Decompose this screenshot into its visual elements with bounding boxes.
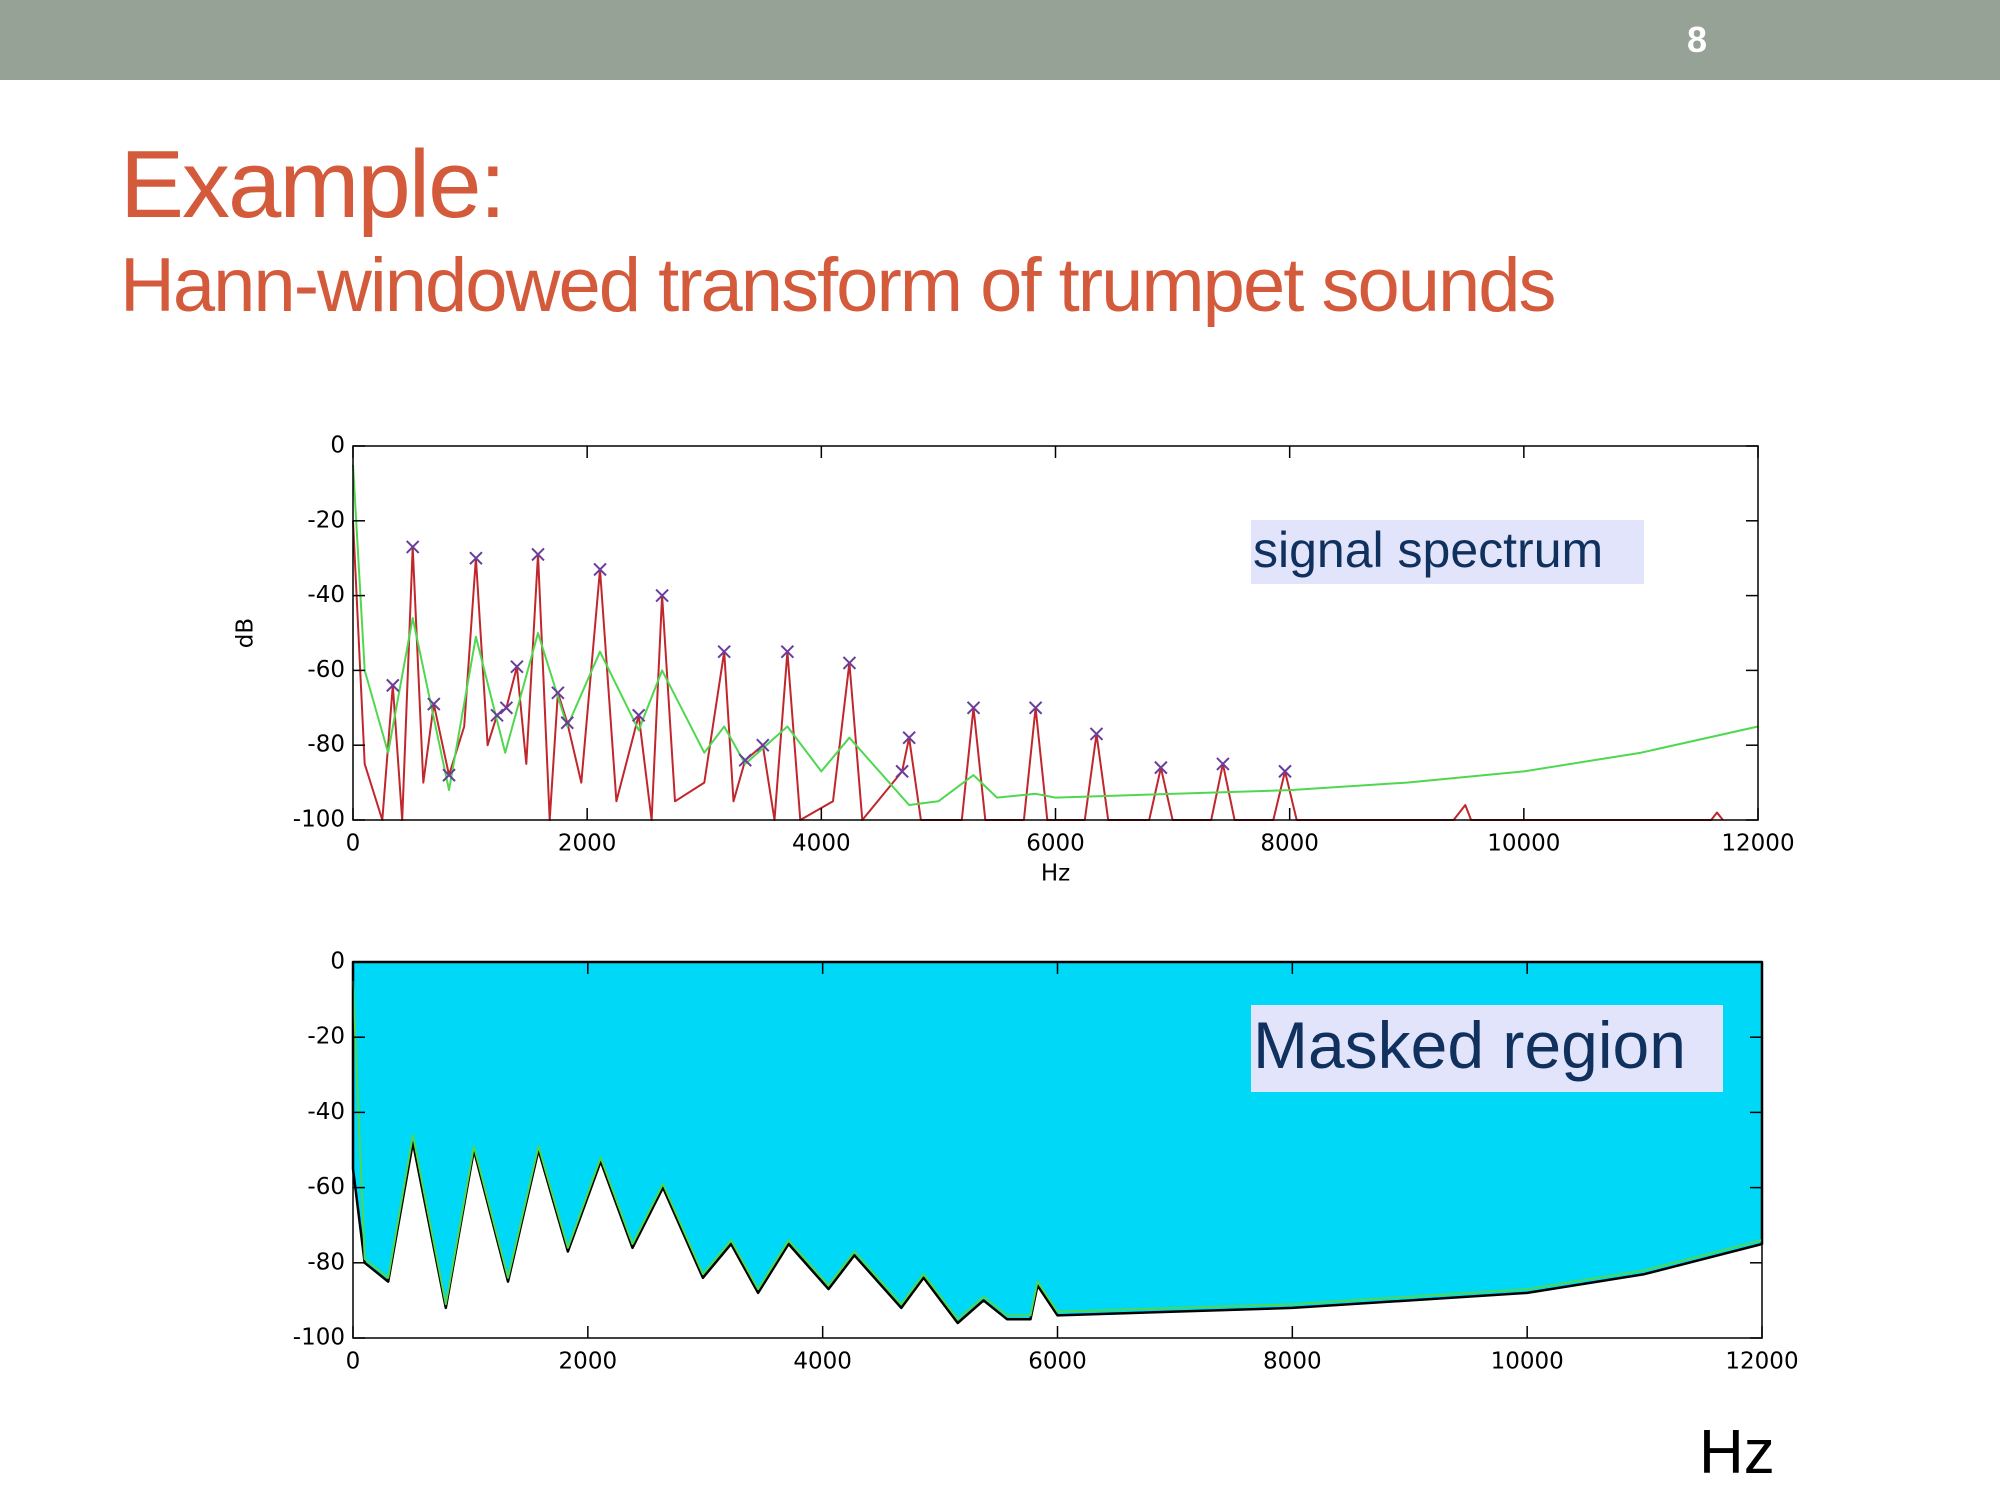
peak-marker [842,656,857,670]
y-tick-label: -100 [293,807,345,833]
y-tick-label: -20 [307,1024,345,1050]
peak-marker [386,678,400,693]
peak-marker [1089,727,1104,741]
peak-marker [427,697,441,711]
x-tick-label: 6000 [1028,1349,1087,1375]
x-tick-label: 8000 [1260,831,1319,857]
y-tick-label: -80 [307,732,345,758]
peak-marker [1278,764,1292,779]
annotation: Masked region [1253,1008,1686,1082]
x-tick-label: 12000 [1725,1349,1798,1375]
x-tick-label: 2000 [558,831,617,857]
y-tick-label: 0 [330,433,345,459]
x-tick-label: 2000 [559,1349,618,1375]
page-number: 8 [1687,19,1707,60]
y-tick-label: -60 [307,657,345,683]
peak-marker [655,588,669,603]
peak-marker [902,731,916,745]
x-tick-label: 4000 [793,1349,852,1375]
x-tick-label: 6000 [1026,831,1085,857]
peak-marker [895,764,909,779]
footer-label: Hz [1699,1418,1775,1487]
peak-marker [717,644,731,659]
annotation-box [1251,520,1644,584]
y-tick-label: -20 [307,507,345,533]
peak-marker [551,686,565,700]
y-tick-label: -40 [307,1099,345,1125]
x-tick-label: 0 [346,1349,361,1375]
y-tick-label: -100 [293,1325,345,1351]
y-axis-label: dB [233,618,259,648]
peak-marker [738,753,752,767]
peak-marker [756,738,770,752]
peak-marker [780,644,795,659]
slide-title: Example: [120,131,504,238]
x-tick-label: 8000 [1263,1349,1322,1375]
peak-marker [490,708,504,722]
peak-marker [469,551,483,565]
slide-subtitle: Hann-windowed transform of trumpet sound… [120,243,1555,328]
peak-marker [406,540,420,554]
x-tick-label: 10000 [1487,831,1560,857]
peak-marker [966,701,981,715]
annotation-box [1251,1005,1723,1092]
annotation: signal spectrum [1253,522,1603,578]
peak-marker [1028,701,1043,715]
x-tick-label: 0 [346,831,361,857]
plot-frame [352,445,1759,821]
header-bar [0,0,2000,80]
y-tick-label: -80 [307,1249,345,1275]
x-axis-label: Hz [1041,861,1070,887]
peak-marker [531,547,545,562]
peak-marker [593,562,607,577]
y-tick-label: -40 [307,582,345,608]
x-tick-label: 10000 [1491,1349,1564,1375]
y-tick-label: 0 [330,949,345,975]
y-tick-label: -60 [307,1174,345,1200]
peak-marker [1216,757,1230,771]
x-tick-label: 12000 [1721,831,1794,857]
peak-marker [442,768,456,782]
peak-marker [560,716,574,730]
spectrum-line [352,980,1763,1321]
peak-marker [499,701,514,715]
peak-marker [631,708,646,722]
peak-marker [1154,760,1168,775]
spectrum-line [352,464,1759,806]
x-tick-label: 4000 [792,831,851,857]
peak-marker [510,659,524,674]
